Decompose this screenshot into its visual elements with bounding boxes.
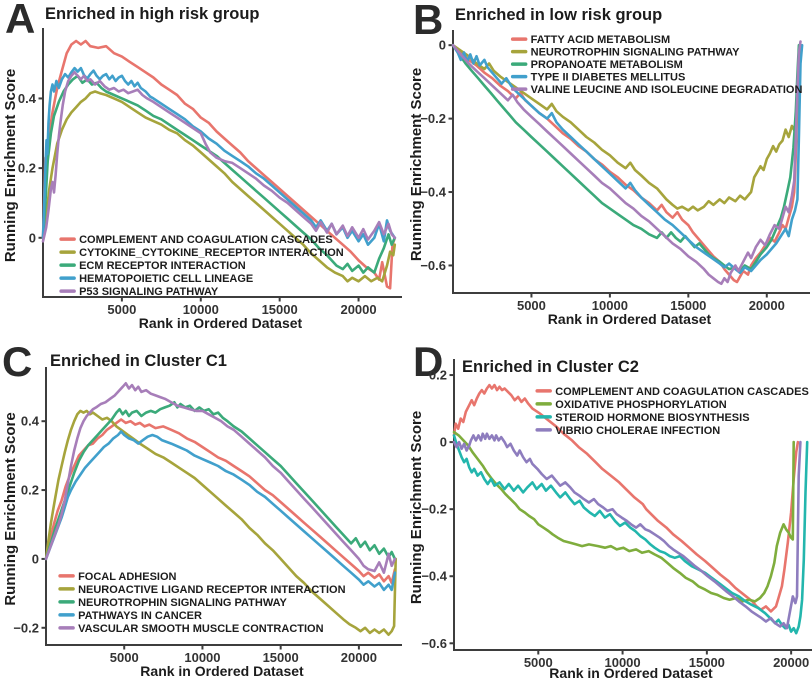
legend-label: STEROID HORMONE BIOSYNTHESIS	[555, 412, 749, 424]
legend-label: VALINE LEUCINE AND ISOLEUCINE DEGRADATIO…	[531, 84, 803, 96]
series-line	[41, 71, 397, 243]
gsea-plot-c: −0.2 0 0.2 0.4 5000 10000 15000 20000 Running En…	[2, 367, 402, 679]
y-tick-label: 0.4	[21, 414, 40, 429]
series-group	[452, 383, 809, 635]
legend-label: NEUROACTIVE LIGAND RECEPTOR INTERACTION	[78, 584, 346, 596]
x-tick-label: 15000	[670, 298, 706, 313]
series-line	[44, 409, 398, 637]
panel-b-title: Enriched in low risk group	[455, 6, 663, 24]
series-line	[452, 432, 802, 630]
series-line	[44, 430, 397, 592]
legend-label: OXIDATIVE PHOSPHORYLATION	[555, 399, 727, 411]
legend-label: VASCULAR SMOOTH MUSCLE CONTRACTION	[78, 623, 324, 635]
panel-a-title: Enriched in high risk group	[45, 5, 260, 23]
x-axis-title: Rank in Ordered Dataset	[140, 663, 304, 679]
series-line	[44, 400, 397, 561]
legend-label: FOCAL ADHESION	[78, 571, 176, 583]
x-axis-title: Rank in Ordered Dataset	[139, 315, 303, 331]
panel-c-title: Enriched in Cluster C1	[50, 352, 227, 370]
series-line	[451, 43, 804, 275]
y-axis-title: Running Enrichment Score	[2, 412, 19, 605]
x-tick-label: 10000	[183, 302, 219, 317]
x-tick-label: 15000	[262, 302, 298, 317]
legend-label: PATHWAYS IN CANCER	[78, 610, 202, 622]
y-tick-label: −0.4	[421, 569, 447, 584]
y-axis-title: Running Enrichment Score	[408, 411, 425, 604]
y-tick-label: 0.4	[18, 91, 37, 106]
legend-label: VIBRIO CHOLERAE INFECTION	[555, 425, 720, 437]
series-line	[451, 43, 803, 212]
x-tick-label: 10000	[604, 655, 640, 670]
x-tick-label: 15000	[689, 655, 725, 670]
y-tick-label: −0.4	[420, 185, 446, 200]
y-tick-label: −0.6	[421, 636, 447, 651]
x-tick-label: 20000	[340, 302, 376, 317]
legend-label: NEUROTROPHIN SIGNALING PATHWAY	[531, 47, 740, 59]
y-tick-label: −0.6	[420, 258, 446, 273]
legend-label: ECM RECEPTOR INTERACTION	[79, 260, 246, 272]
legend-label: TYPE II DIABETES MELLITUS	[531, 72, 686, 84]
legend-label: P53 SIGNALING PATHWAY	[79, 286, 219, 298]
legend-label: CYTOKINE_CYTOKINE_RECEPTOR INTERACTION	[79, 247, 344, 259]
panel-b: B Enriched in low risk group 0 −0.2 −0.4 −0…	[406, 0, 812, 341]
y-tick-label: 0	[439, 38, 446, 53]
legend-label: COMPLEMENT AND COAGULATION CASCADES	[555, 386, 809, 398]
series-line	[41, 90, 397, 283]
series-group	[41, 39, 397, 290]
x-tick-label: 20000	[341, 650, 377, 665]
series-group	[451, 40, 804, 286]
x-tick-label: 20000	[749, 298, 785, 313]
panel-d-title: Enriched in Cluster C2	[462, 358, 639, 376]
legend-label: HEMATOPOIETIC CELL LINEAGE	[79, 273, 253, 285]
series-line	[451, 40, 802, 286]
x-tick-label: 10000	[592, 298, 628, 313]
gsea-plot-b: 0 −0.2 −0.4 −0.6 5000 10000 15000 20000 Running …	[408, 30, 810, 327]
panel-c: C Enriched in Cluster C1 −0.2 0 0.2 0.4 5000…	[0, 341, 406, 682]
x-axis-title: Rank in Ordered Dataset	[548, 311, 712, 327]
series-line	[452, 430, 796, 603]
panel-d-letter: D	[413, 338, 443, 385]
y-tick-label: 0	[440, 435, 447, 450]
y-tick-label: −0.2	[421, 502, 447, 517]
y-tick-label: −0.2	[420, 111, 446, 126]
y-tick-label: 0.2	[429, 368, 447, 383]
panel-a: A Enriched in high risk group 0 0.2 0.4 500…	[0, 0, 406, 341]
gsea-plot-d: 0.2 0 −0.2 −0.4 −0.6 5000 10000 15000 20000 Runni…	[408, 359, 812, 681]
panel-c-letter: C	[2, 338, 32, 385]
legend-label: NEUROTROPHIN SIGNALING PATHWAY	[78, 597, 287, 609]
legend-label: PROPANOATE METABOLISM	[531, 59, 683, 71]
x-tick-label: 15000	[263, 650, 299, 665]
x-tick-label: 10000	[184, 650, 220, 665]
series-group	[44, 381, 398, 637]
y-tick-label: 0	[29, 230, 36, 245]
panel-b-letter: B	[413, 0, 443, 43]
y-tick-label: 0.2	[21, 483, 39, 498]
legend-label: COMPLEMENT AND COAGULATION CASCADES	[79, 234, 333, 246]
x-axis-title: Rank in Ordered Dataset	[549, 665, 713, 681]
x-tick-label: 5000	[524, 655, 553, 670]
y-tick-label: 0.2	[18, 161, 36, 176]
series-line	[41, 39, 397, 290]
y-axis-title: Running Enrichment Score	[408, 68, 425, 261]
y-tick-label: 0	[32, 551, 39, 566]
y-axis-title: Running Enrichment Score	[2, 69, 19, 262]
y-tick-label: −0.2	[13, 620, 39, 635]
legend-label: FATTY ACID METABOLISM	[531, 34, 671, 46]
series-line	[44, 381, 397, 574]
gsea-plot-a: 0 0.2 0.4 5000 10000 15000 20000 Running Enrich…	[2, 28, 402, 331]
x-tick-label: 5000	[517, 298, 546, 313]
panel-a-letter: A	[5, 0, 35, 42]
panel-d: D Enriched in Cluster C2 0.2 0 −0.2 −0.4 −0.…	[406, 341, 812, 682]
x-tick-label: 5000	[110, 650, 139, 665]
x-tick-label: 20000	[773, 655, 809, 670]
x-tick-label: 5000	[107, 302, 136, 317]
